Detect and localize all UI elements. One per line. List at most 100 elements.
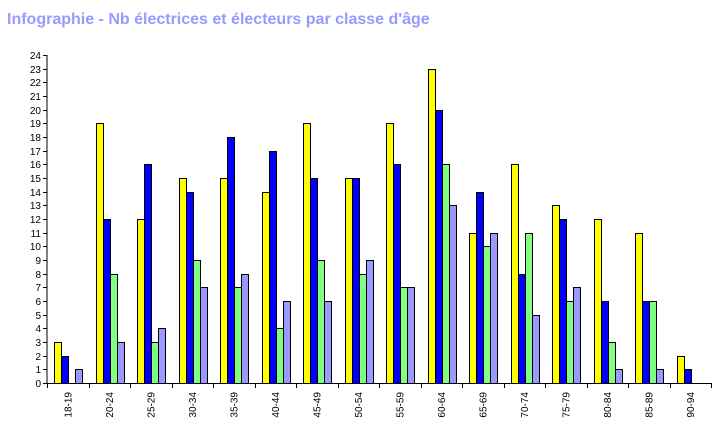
bar-55-59-s4 <box>407 287 415 384</box>
x-axis: 18-19 20-24 25-29 30-34 35-39 40-44 45-49 50-54… <box>47 383 712 418</box>
bar-55-59-s3 <box>400 287 408 384</box>
bar-45-49-s2 <box>310 178 318 384</box>
y-tick-label: 23 <box>30 65 42 76</box>
bar-65-69-s2 <box>476 192 484 384</box>
bar-85-89-s3 <box>649 301 657 384</box>
bar-65-69-s3 <box>483 246 491 384</box>
bar-85-89-s4 <box>656 369 664 384</box>
bar-18-19-s2 <box>61 356 69 384</box>
x-tick-label: 85-89 <box>644 392 655 418</box>
bar-35-39-s1 <box>220 178 228 384</box>
bar-30-34-s4 <box>200 287 208 384</box>
y-tick-label: 24 <box>30 51 42 62</box>
bar-25-29-s4 <box>158 328 166 384</box>
bar-40-44-s4 <box>283 301 291 384</box>
bar-50-54-s1 <box>345 178 353 384</box>
x-tick-label: 30-34 <box>188 392 199 418</box>
y-tick-label: 19 <box>30 119 42 130</box>
x-tick-label: 90-94 <box>686 392 697 418</box>
x-tick-label: 70-74 <box>520 392 531 418</box>
y-tick-label: 9 <box>35 256 41 267</box>
bar-55-59-s2 <box>393 164 401 384</box>
x-tick-label: 65-69 <box>478 392 489 418</box>
bar-30-34-s3 <box>193 260 201 384</box>
y-tick-label: 15 <box>30 174 42 185</box>
bar-60-64-s3 <box>442 164 450 384</box>
y-tick-label: 16 <box>30 160 42 171</box>
bar-70-74-s4 <box>532 315 540 384</box>
bar-25-29-s1 <box>137 219 145 384</box>
bar-55-59-s1 <box>386 123 394 384</box>
bar-70-74-s3 <box>525 233 533 384</box>
bar-45-49-s1 <box>303 123 311 384</box>
bar-40-44-s3 <box>276 328 284 384</box>
bar-35-39-s3 <box>234 287 242 384</box>
bar-60-64-s1 <box>428 69 436 384</box>
y-tick-label: 0 <box>35 379 41 390</box>
bar-30-34-s2 <box>186 192 194 384</box>
bar-45-49-s4 <box>324 301 332 384</box>
y-tick-label: 3 <box>35 338 41 349</box>
bar-80-84-s1 <box>594 219 602 384</box>
bar-18-19-s1 <box>54 342 62 384</box>
bar-85-89-s2 <box>642 301 650 384</box>
x-tick-label: 45-49 <box>312 392 323 418</box>
bar-18-19-s4 <box>75 369 83 384</box>
bar-65-69-s4 <box>490 233 498 384</box>
y-tick-label: 22 <box>30 78 42 89</box>
bar-35-39-s4 <box>241 274 249 384</box>
bar-60-64-s2 <box>435 110 443 384</box>
bar-45-49-s3 <box>317 260 325 384</box>
bar-20-24-s4 <box>117 342 125 384</box>
x-tick-label: 55-59 <box>395 392 406 418</box>
bar-75-79-s1 <box>552 205 560 384</box>
y-tick-label: 7 <box>35 283 41 294</box>
bar-90-94-s2 <box>684 369 692 384</box>
y-tick-label: 18 <box>30 133 42 144</box>
bar-30-34-s1 <box>179 178 187 384</box>
x-tick-label: 40-44 <box>271 392 282 418</box>
bar-80-84-s4 <box>615 369 623 384</box>
bar-70-74-s2 <box>518 274 526 384</box>
bar-90-94-s1 <box>677 356 685 384</box>
bar-25-29-s2 <box>144 164 152 384</box>
bar-80-84-s2 <box>601 301 609 384</box>
x-tick-label: 20-24 <box>105 392 116 418</box>
x-tick-label: 60-64 <box>437 392 448 418</box>
bar-65-69-s1 <box>469 233 477 384</box>
bar-25-29-s3 <box>151 342 159 384</box>
y-tick-label: 13 <box>30 201 42 212</box>
bar-20-24-s1 <box>96 123 104 384</box>
y-tick-label: 5 <box>35 311 41 322</box>
bar-75-79-s2 <box>559 219 567 384</box>
y-tick-label: 4 <box>35 324 41 335</box>
y-tick-label: 21 <box>30 92 42 103</box>
y-tick-label: 14 <box>30 188 42 199</box>
y-tick-label: 6 <box>35 297 41 308</box>
bar-40-44-s2 <box>269 151 277 384</box>
bar-85-89-s1 <box>635 233 643 384</box>
y-tick-label: 20 <box>30 106 42 117</box>
bar-20-24-s2 <box>103 219 111 384</box>
bar-40-44-s1 <box>262 192 270 384</box>
bar-70-74-s1 <box>511 164 519 384</box>
x-tick-label: 75-79 <box>561 392 572 418</box>
bar-35-39-s2 <box>227 137 235 384</box>
bar-50-54-s2 <box>352 178 360 384</box>
y-tick-label: 17 <box>30 147 42 158</box>
y-tick-label: 12 <box>30 215 42 226</box>
x-tick-label: 35-39 <box>229 392 240 418</box>
bar-75-79-s4 <box>573 287 581 384</box>
bar-50-54-s4 <box>366 260 374 384</box>
y-tick-label: 1 <box>35 365 41 376</box>
bar-80-84-s3 <box>608 342 616 384</box>
x-tick-label: 25-29 <box>146 392 157 418</box>
y-tick-label: 11 <box>31 229 42 240</box>
chart-title: Infographie - Nb électrices et électeurs… <box>7 11 430 28</box>
y-tick-label: 8 <box>35 270 41 281</box>
bar-50-54-s3 <box>359 274 367 384</box>
bar-60-64-s4 <box>449 205 457 384</box>
bars <box>54 69 692 384</box>
